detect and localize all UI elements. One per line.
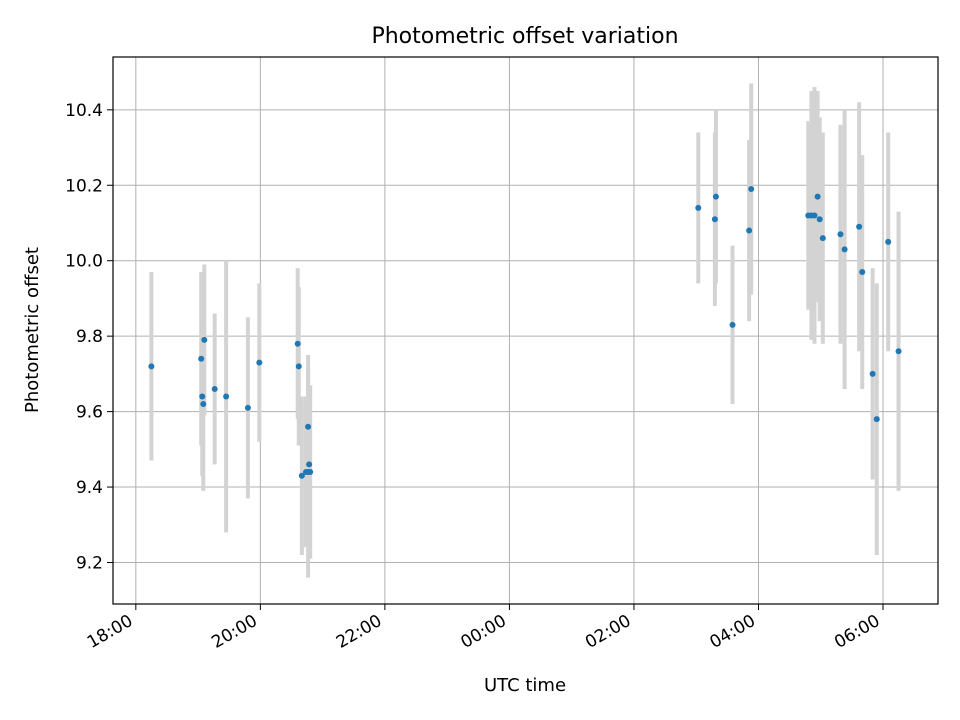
data-point	[814, 193, 821, 200]
error-bars	[149, 83, 901, 578]
y-axis-ticks: 9.2 9.4 9.6 9.8 10.0 10.2 10.4	[65, 101, 113, 574]
x-tick-label: 22:00	[333, 611, 385, 653]
data-point	[306, 461, 313, 468]
chart-title: Photometric offset variation	[371, 24, 678, 49]
data-point	[244, 404, 251, 411]
x-tick-label: 20:00	[208, 611, 260, 653]
data-point	[811, 212, 818, 219]
data-point	[198, 355, 205, 362]
data-point	[294, 340, 301, 347]
y-tick-label: 9.2	[76, 554, 103, 574]
data-point	[859, 269, 866, 276]
data-point	[837, 231, 844, 238]
x-tick-label: 02:00	[582, 611, 634, 653]
data-point	[748, 186, 755, 193]
data-point	[199, 393, 206, 400]
data-point	[307, 468, 314, 475]
data-point	[223, 393, 230, 400]
data-point	[298, 472, 305, 479]
data-point	[869, 370, 876, 377]
data-point	[211, 385, 218, 392]
data-point	[201, 336, 208, 343]
y-tick-label: 10.4	[65, 101, 103, 121]
data-point	[819, 235, 826, 242]
data-point	[746, 227, 753, 234]
data-point	[695, 204, 702, 211]
data-points	[148, 186, 902, 479]
x-tick-label: 04:00	[707, 611, 759, 653]
data-point	[295, 363, 302, 370]
data-point	[729, 321, 736, 328]
y-tick-label: 9.6	[76, 403, 103, 423]
y-axis-label: Photometric offset	[22, 247, 43, 413]
x-axis-label: UTC time	[484, 675, 566, 696]
data-point	[841, 246, 848, 253]
data-point	[200, 401, 207, 408]
plot-frame	[112, 56, 939, 605]
x-tick-label: 00:00	[457, 611, 509, 653]
data-point	[711, 216, 718, 223]
y-tick-label: 10.0	[65, 252, 103, 272]
data-point	[885, 238, 892, 245]
data-point	[305, 423, 312, 430]
grid	[113, 57, 938, 604]
data-point	[873, 416, 880, 423]
y-tick-label: 9.4	[76, 478, 103, 498]
data-point	[856, 223, 863, 230]
data-point	[816, 216, 823, 223]
data-point	[148, 363, 155, 370]
y-tick-label: 9.8	[76, 327, 103, 347]
y-tick-label: 10.2	[65, 176, 103, 196]
data-point	[256, 359, 263, 366]
x-axis-ticks: 18:00 20:00 22:00 00:00 02:00 04:00 06:00	[84, 604, 884, 653]
x-tick-label: 18:00	[84, 611, 136, 653]
x-tick-label: 06:00	[831, 611, 883, 653]
data-point	[895, 348, 902, 355]
data-point	[712, 193, 719, 200]
